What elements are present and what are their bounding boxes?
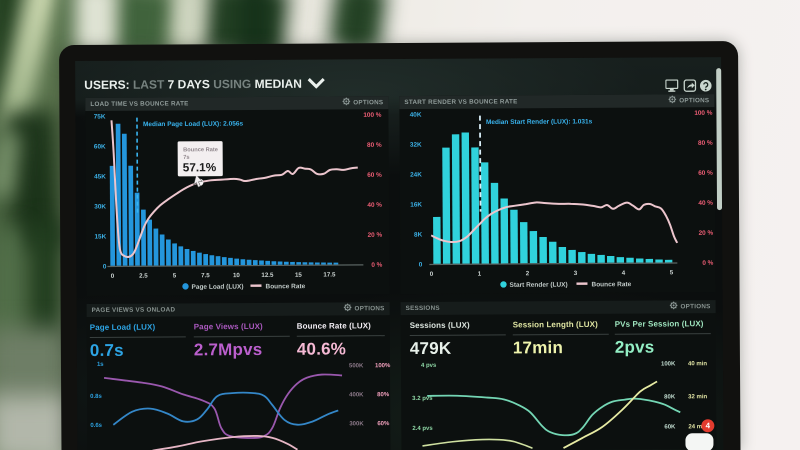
svg-text:0: 0: [419, 262, 423, 269]
svg-text:2.5: 2.5: [139, 273, 148, 280]
svg-text:17.5: 17.5: [323, 271, 336, 278]
svg-text:5: 5: [173, 272, 177, 279]
svg-text:3: 3: [574, 270, 578, 277]
svg-text:12.5: 12.5: [261, 272, 274, 279]
svg-text:15K: 15K: [94, 233, 106, 240]
svg-text:15: 15: [295, 272, 302, 279]
svg-text:100 %: 100 %: [363, 112, 381, 119]
svg-text:16K: 16K: [410, 202, 422, 209]
svg-text:0: 0: [103, 263, 107, 270]
svg-text:Bounce Rate: Bounce Rate: [591, 281, 631, 288]
svg-text:7s: 7s: [183, 155, 189, 161]
svg-text:80 %: 80 %: [698, 140, 713, 147]
svg-text:2: 2: [526, 270, 530, 277]
svg-text:40 %: 40 %: [367, 202, 382, 209]
svg-text:60K: 60K: [94, 143, 106, 150]
svg-text:Median Page Load (LUX): 2.056s: Median Page Load (LUX): 2.056s: [143, 121, 243, 129]
svg-text:Bounce Rate: Bounce Rate: [265, 283, 305, 290]
svg-text:80 %: 80 %: [367, 142, 382, 149]
svg-text:57.1%: 57.1%: [183, 160, 217, 174]
svg-text:24K: 24K: [410, 172, 422, 179]
svg-text:Median Start Render (LUX): 1.0: Median Start Render (LUX): 1.031s: [486, 118, 593, 126]
svg-text:0 %: 0 %: [702, 260, 713, 267]
svg-text:0 %: 0 %: [371, 262, 382, 269]
svg-text:60 %: 60 %: [367, 172, 382, 179]
svg-text:10: 10: [233, 272, 240, 279]
svg-text:8K: 8K: [414, 232, 423, 239]
svg-text:0: 0: [111, 273, 115, 280]
svg-text:75K: 75K: [94, 113, 106, 120]
svg-text:40 %: 40 %: [698, 200, 713, 207]
svg-text:20 %: 20 %: [699, 230, 714, 237]
svg-text:7.5: 7.5: [201, 272, 210, 279]
svg-text:1: 1: [478, 271, 482, 278]
svg-text:32K: 32K: [410, 142, 422, 149]
svg-text:5: 5: [670, 269, 674, 276]
svg-text:Start Render (LUX): Start Render (LUX): [509, 282, 567, 289]
svg-text:40K: 40K: [410, 112, 422, 119]
svg-text:0: 0: [430, 271, 434, 278]
svg-text:45K: 45K: [94, 173, 106, 180]
svg-text:100 %: 100 %: [694, 110, 712, 117]
svg-text:60 %: 60 %: [698, 170, 713, 177]
svg-text:30K: 30K: [94, 203, 106, 210]
svg-text:20 %: 20 %: [368, 232, 383, 239]
svg-text:Bounce Rate: Bounce Rate: [183, 147, 218, 153]
svg-text:Page Load (LUX): Page Load (LUX): [191, 284, 243, 291]
svg-text:4: 4: [622, 270, 626, 277]
